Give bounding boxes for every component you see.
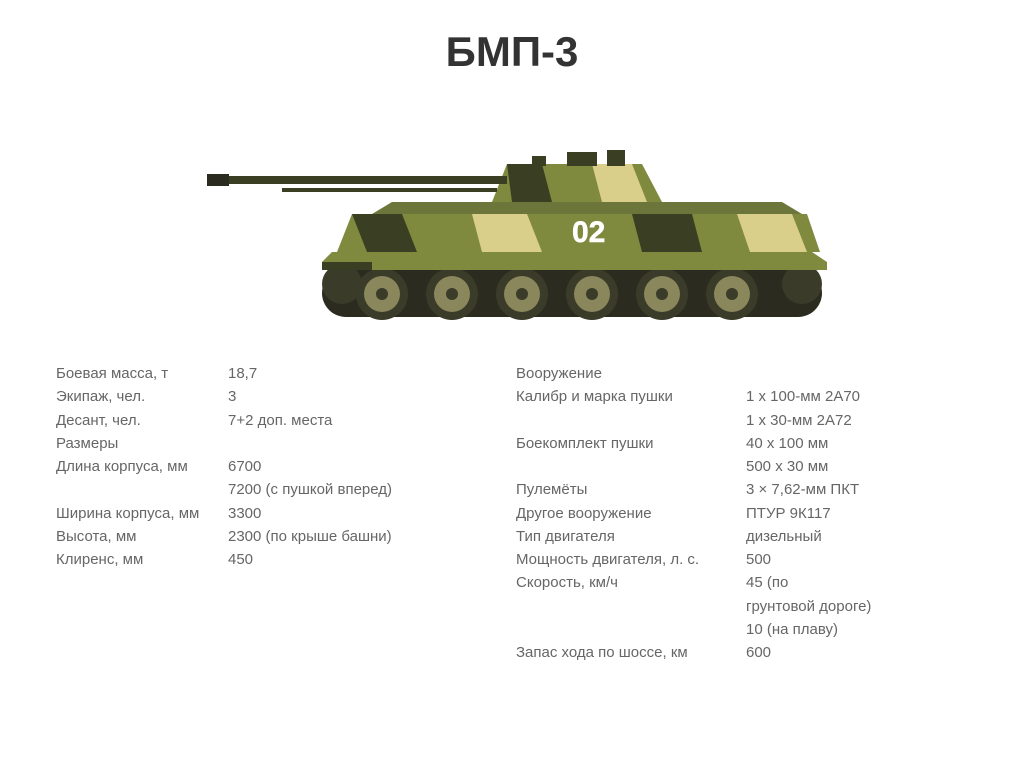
spec-row: Боевая масса, т18,7 — [56, 362, 516, 385]
vehicle-illustration-container: 02 — [0, 94, 1024, 334]
spec-row: Скорость, км/ч 45 (по — [516, 571, 968, 594]
spec-row: Запас хода по шоссе, км 600 — [516, 641, 968, 664]
spec-value: 3300 — [228, 502, 516, 525]
spec-label: Мощность двигателя, л. с. — [516, 548, 746, 571]
spec-column-right: Вооружение Калибр и марка пушки1 х 100-м… — [516, 362, 968, 664]
spec-label — [516, 595, 746, 618]
spec-label: Высота, мм — [56, 525, 228, 548]
spec-label: Боевая масса, т — [56, 362, 228, 385]
spec-value: 2300 (по крыше башни) — [228, 525, 516, 548]
spec-row: Боекомплект пушки 40 х 100 мм — [516, 432, 968, 455]
spec-value: 7200 (с пушкой вперед) — [228, 478, 516, 501]
spec-value — [746, 362, 968, 385]
spec-column-left: Боевая масса, т18,7 Экипаж, чел.3 Десант… — [56, 362, 516, 664]
spec-label: Длина корпуса, мм — [56, 455, 228, 478]
spec-label: Экипаж, чел. — [56, 385, 228, 408]
spec-row: Ширина корпуса, мм3300 — [56, 502, 516, 525]
spec-row: Экипаж, чел.3 — [56, 385, 516, 408]
spec-row: 10 (на плаву) — [516, 618, 968, 641]
spec-label — [56, 478, 228, 501]
spec-value: грунтовой дороге) — [746, 595, 968, 618]
spec-value: 18,7 — [228, 362, 516, 385]
spec-row: Пулемёты 3 × 7,62-мм ПКТ — [516, 478, 968, 501]
spec-label: Запас хода по шоссе, км — [516, 641, 746, 664]
spec-value: 600 — [746, 641, 968, 664]
spec-row: Тип двигателя дизельный — [516, 525, 968, 548]
page-title: БМП-3 — [0, 0, 1024, 76]
spec-row: 7200 (с пушкой вперед) — [56, 478, 516, 501]
spec-row: 1 х 30-мм 2А72 — [516, 409, 968, 432]
spec-columns: Боевая масса, т18,7 Экипаж, чел.3 Десант… — [0, 362, 1024, 664]
spec-section: Вооружение — [516, 362, 746, 385]
spec-label: Пулемёты — [516, 478, 746, 501]
spec-value: ПТУР 9К117 — [746, 502, 968, 525]
spec-row: Высота, мм2300 (по крыше башни) — [56, 525, 516, 548]
spec-value: 500 х 30 мм — [746, 455, 968, 478]
spec-row: 500 х 30 мм — [516, 455, 968, 478]
spec-section: Размеры — [56, 432, 228, 455]
spec-value: 450 — [228, 548, 516, 571]
spec-row: Длина корпуса, мм6700 — [56, 455, 516, 478]
spec-row: Клиренс, мм450 — [56, 548, 516, 571]
spec-row: грунтовой дороге) — [516, 595, 968, 618]
spec-label: Боекомплект пушки — [516, 432, 746, 455]
spec-row: Мощность двигателя, л. с. 500 — [516, 548, 968, 571]
spec-label: Клиренс, мм — [56, 548, 228, 571]
spec-label: Тип двигателя — [516, 525, 746, 548]
spec-label: Десант, чел. — [56, 409, 228, 432]
spec-value: 6700 — [228, 455, 516, 478]
spec-value: 10 (на плаву) — [746, 618, 968, 641]
spec-value: 1 х 100-мм 2А70 — [746, 385, 968, 408]
spec-label: Другое вооружение — [516, 502, 746, 525]
spec-value: 1 х 30-мм 2А72 — [746, 409, 968, 432]
spec-row: Другое вооружениеПТУР 9К117 — [516, 502, 968, 525]
spec-label: Ширина корпуса, мм — [56, 502, 228, 525]
spec-value: дизельный — [746, 525, 968, 548]
spec-value — [228, 432, 516, 455]
spec-value: 45 (по — [746, 571, 968, 594]
spec-value: 3 × 7,62-мм ПКТ — [746, 478, 968, 501]
spec-label — [516, 409, 746, 432]
vehicle-illustration: 02 — [172, 94, 852, 334]
hull-number: 02 — [572, 216, 605, 249]
spec-label: Калибр и марка пушки — [516, 385, 746, 408]
spec-value: 3 — [228, 385, 516, 408]
spec-row: Вооружение — [516, 362, 968, 385]
spec-label — [516, 455, 746, 478]
spec-value: 7+2 доп. места — [228, 409, 516, 432]
spec-row: Калибр и марка пушки1 х 100-мм 2А70 — [516, 385, 968, 408]
spec-row: Размеры — [56, 432, 516, 455]
spec-label — [516, 618, 746, 641]
spec-value: 500 — [746, 548, 968, 571]
spec-row: Десант, чел.7+2 доп. места — [56, 409, 516, 432]
spec-label: Скорость, км/ч — [516, 571, 746, 594]
spec-value: 40 х 100 мм — [746, 432, 968, 455]
